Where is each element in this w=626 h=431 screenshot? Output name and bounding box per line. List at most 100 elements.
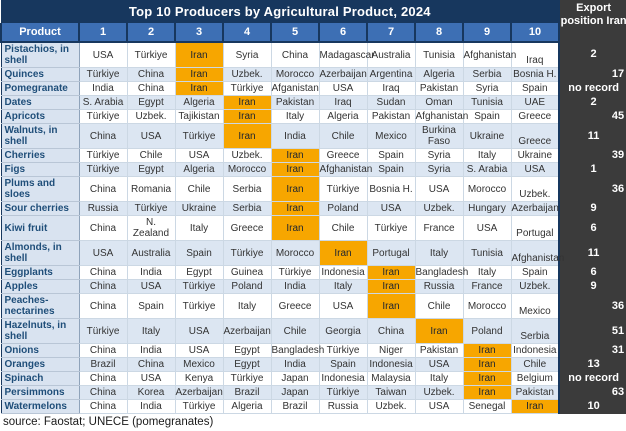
producer-cell: Türkiye <box>79 109 128 124</box>
producer-cell: Greece <box>271 293 320 319</box>
rank-column-header: 2 <box>126 23 175 43</box>
producer-cell: USA <box>319 81 368 96</box>
producers-table: Top 10 Producers by Agricultural Product… <box>0 0 626 414</box>
producer-cell: Korea <box>127 385 176 400</box>
product-name-cell: Cherries <box>1 148 80 163</box>
producer-cell: Indonesia <box>319 265 368 280</box>
producer-cell: N. Zealand <box>127 215 176 241</box>
iran-producer-cell: Iran <box>319 240 368 266</box>
rank-column-header: 9 <box>462 23 511 43</box>
producer-cell: Ukraine <box>463 123 512 149</box>
export-position-cell: 36 <box>558 176 626 202</box>
producer-cell: USA <box>511 162 560 177</box>
producer-cell: Brazil <box>79 357 128 372</box>
product-name-cell: Onions <box>1 343 80 358</box>
producer-cell: Bosnia H. <box>511 67 560 82</box>
producer-cell: Türkiye <box>319 385 368 400</box>
producer-cell: Türkiye <box>367 215 416 241</box>
iran-producer-cell: Iran <box>175 81 224 96</box>
producer-cell: Afghanistan <box>463 42 516 68</box>
export-position-cell: 36 <box>558 293 626 319</box>
producer-cell: Algeria <box>175 162 224 177</box>
producer-cell: S. Arabia <box>463 162 512 177</box>
producer-cell: Azerbaijan <box>511 201 560 216</box>
product-name-cell: Hazelnuts, in shell <box>1 318 80 344</box>
export-position-cell: 9 <box>558 201 626 216</box>
producer-cell: Georgia <box>319 318 368 344</box>
producer-cell: Portugal <box>511 215 560 241</box>
producer-cell: Algeria <box>223 399 272 414</box>
producer-cell: USA <box>175 318 224 344</box>
product-name-cell: Eggplants <box>1 265 80 280</box>
producer-cell: India <box>271 123 320 149</box>
producer-cell: Ukraine <box>511 148 560 163</box>
producer-cell: Algeria <box>319 109 368 124</box>
producer-cell: Türkiye <box>175 123 224 149</box>
rank-column-header: 3 <box>174 23 223 43</box>
producer-cell: Algeria <box>175 95 224 110</box>
export-position-cell: 2 <box>558 42 626 68</box>
producer-cell: Spain <box>367 148 416 163</box>
table-row: Peaches-nectarines China Spain Türkiye Italy… <box>1 293 626 319</box>
producer-cell: Italy <box>415 240 464 266</box>
product-name-cell: Pistachios, in shell <box>1 42 80 68</box>
product-name-cell: Dates <box>1 95 80 110</box>
producer-cell: China <box>79 215 128 241</box>
producer-cell: Italy <box>415 371 464 386</box>
producer-cell: Uzbek. <box>415 385 464 400</box>
producer-cell: Chile <box>271 318 320 344</box>
producer-cell: Australia <box>127 240 176 266</box>
producer-cell: Uzbek. <box>415 201 464 216</box>
iran-producer-cell: Iran <box>223 95 272 110</box>
producer-cell: Mexico <box>175 357 224 372</box>
iran-producer-cell: Iran <box>367 265 416 280</box>
table-row: Pistachios, in shell USA Türkiye Iran Syria C… <box>1 42 626 68</box>
product-name-cell: Walnuts, in shell <box>1 123 80 149</box>
producer-cell: Brazil <box>271 399 320 414</box>
producer-cell: Türkiye <box>223 371 272 386</box>
producer-cell: USA <box>415 357 464 372</box>
producer-cell: Chile <box>319 123 368 149</box>
table-row: Cherries Türkiye Chile USA Uzbek. Iran Greece S… <box>1 148 626 163</box>
producer-cell: Türkiye <box>175 279 224 294</box>
producer-cell: Türkiye <box>175 399 224 414</box>
iran-producer-cell: Iran <box>415 318 464 344</box>
producer-cell: China <box>79 279 128 294</box>
producer-cell: Malaysia <box>367 371 416 386</box>
producer-cell: Uzbek. <box>511 279 560 294</box>
table-row: Walnuts, in shell China USA Türkiye Iran Indi… <box>1 123 626 149</box>
producer-cell: Spain <box>175 240 224 266</box>
iran-producer-cell: Iran <box>367 293 416 319</box>
producer-cell: USA <box>79 42 128 68</box>
iran-producer-cell: Iran <box>223 109 272 124</box>
product-name-cell: Oranges <box>1 357 80 372</box>
producer-cell: USA <box>415 399 464 414</box>
producer-cell: Uzbek. <box>511 176 560 202</box>
iran-producer-cell: Iran <box>463 371 512 386</box>
producer-cell: Türkiye <box>223 81 272 96</box>
producer-cell: USA <box>127 279 176 294</box>
producer-cell: Türkiye <box>127 201 176 216</box>
iran-producer-cell: Iran <box>271 215 320 241</box>
producer-cell: Belgium <box>511 371 560 386</box>
export-position-cell: 10 <box>558 399 626 414</box>
producer-cell: Spain <box>463 109 512 124</box>
producer-cell: USA <box>127 123 176 149</box>
producer-cell: Türkiye <box>271 265 320 280</box>
title-row: Top 10 Producers by Agricultural Product… <box>1 0 626 42</box>
producer-cell: Syria <box>415 162 464 177</box>
producer-cell: Indonesia <box>511 343 560 358</box>
producer-cell: Morocco <box>223 162 272 177</box>
producer-cell: Sudan <box>367 95 416 110</box>
producer-cell: Egypt <box>127 162 176 177</box>
export-position-cell: 11 <box>558 123 626 149</box>
export-position-cell: 17 <box>558 67 626 82</box>
producer-cell: Uzbek. <box>223 67 272 82</box>
producer-cell: Egypt <box>223 357 272 372</box>
producer-cell: China <box>79 385 128 400</box>
producer-cell: Spain <box>511 81 560 96</box>
producer-cell: Spain <box>367 162 416 177</box>
producer-cell: Indonesia <box>367 357 416 372</box>
producer-cell: USA <box>415 176 464 202</box>
producer-cell: Serbia <box>463 67 512 82</box>
